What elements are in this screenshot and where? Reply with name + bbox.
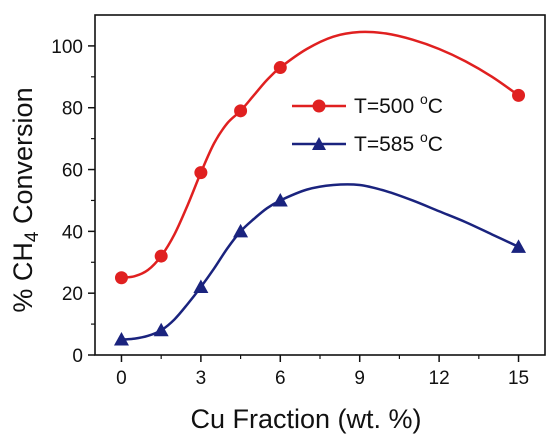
series-1-point-2 (194, 166, 208, 180)
series-2-point-0 (113, 332, 129, 346)
y-axis-title-prefix: % CH (8, 242, 38, 313)
series-markers (113, 61, 527, 346)
series-2-point-2 (193, 279, 209, 293)
x-tick-label-0: 0 (116, 368, 127, 389)
legend-label-series-2-degree: o (420, 129, 428, 145)
y-tick-label-5: 100 (51, 37, 83, 58)
series-1-curve (121, 30, 520, 279)
series-1-point-3 (234, 104, 248, 118)
y-axis-title-subscript: 4 (22, 231, 43, 242)
series-2-point-5 (511, 239, 527, 253)
x-tick-label-1: 3 (196, 368, 207, 389)
legend-marker-series-1 (312, 99, 326, 113)
x-tick-label-4: 12 (429, 368, 450, 389)
series-2-point-3 (233, 223, 249, 238)
series-1-point-4 (273, 61, 287, 75)
series-2-point-1 (153, 322, 169, 337)
legend-label-series-2: T=585 oC (354, 129, 443, 156)
legend-entry-series-1: T=500 oC (292, 91, 443, 118)
y-tick-label-3: 60 (62, 161, 83, 182)
series-1-point-5 (512, 88, 526, 102)
legend-marker-series-2 (312, 137, 326, 150)
series-1-point-1 (154, 249, 168, 263)
x-axis-title: Cu Fraction (wt. %) (190, 404, 421, 434)
legend-label-series-1: T=500 oC (354, 91, 443, 118)
y-tick-label-1: 20 (62, 284, 83, 305)
series-1-point-0 (114, 271, 128, 285)
legend-entry-series-2: T=585 oC (292, 129, 443, 156)
x-tick-label-3: 9 (354, 368, 365, 389)
x-tick-label-2: 6 (275, 368, 286, 389)
legend: T=500 oC T=585 oC (292, 91, 443, 156)
legend-label-series-1-suffix: C (428, 95, 443, 118)
y-tick-label-0: 0 (72, 346, 83, 367)
y-axis-title: % CH4 Conversion (8, 87, 43, 312)
y-tick-label-4: 80 (62, 99, 83, 120)
legend-label-series-2-suffix: C (428, 133, 443, 156)
series-2-point-4 (272, 192, 288, 207)
legend-label-series-1-prefix: T=500 (354, 95, 420, 118)
legend-label-series-1-degree: o (420, 91, 428, 107)
y-tick-label-2: 40 (62, 222, 83, 243)
series-curves (121, 30, 520, 341)
axes: 0 3 6 9 12 15 0 20 40 60 80 100 (51, 14, 546, 389)
x-tick-label-5: 15 (508, 368, 529, 389)
legend-label-series-2-prefix: T=585 (354, 133, 420, 156)
series-2-curve (121, 183, 520, 341)
y-axis-title-suffix: Conversion (8, 87, 38, 231)
